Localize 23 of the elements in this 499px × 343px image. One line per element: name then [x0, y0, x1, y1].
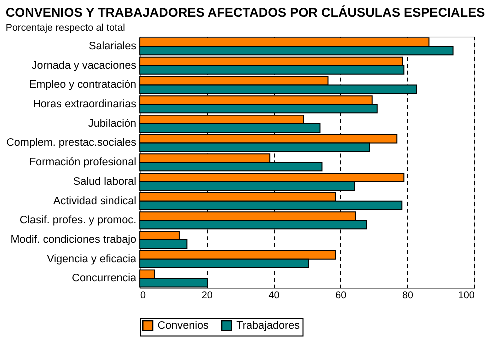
- y-tick-label: Horas extraordinarias: [33, 98, 138, 111]
- y-tick-label: Concurrencia: [72, 272, 138, 285]
- x-tick-label: 100: [458, 290, 476, 302]
- y-tick-label: Complem. prestac.sociales: [6, 137, 138, 150]
- y-tick-label: Vigencia y eficacia: [47, 253, 138, 266]
- chart-title: CONVENIOS Y TRABAJADORES AFECTADOS POR CLÁUSULAS ESPECIALES: [6, 5, 486, 20]
- chart-subtitle: Porcentaje respecto al total: [6, 22, 126, 34]
- legend-label: Convenios: [158, 320, 210, 332]
- x-tick-label: 20: [202, 290, 214, 302]
- x-tick-label: 0: [140, 290, 147, 302]
- x-tick-label: 40: [268, 290, 280, 302]
- y-tick-label: Formación profesional: [29, 156, 137, 169]
- y-tick-label: Jornada y vacaciones: [32, 60, 138, 72]
- y-tick-label: Clasif. profes. y promoc.: [20, 214, 137, 227]
- y-tick-label: Salud laboral: [73, 176, 137, 188]
- y-tick-label: Modif. condiciones trabajo: [10, 234, 137, 246]
- y-tick-label: Jubilación: [88, 118, 137, 130]
- y-tick-label: Empleo y contratación: [29, 79, 137, 92]
- y-tick-label: Salariales: [89, 40, 138, 53]
- legend-label: Trabajadores: [236, 320, 301, 332]
- y-tick-label: Actividad sindical: [54, 195, 137, 208]
- x-tick-label: 60: [336, 290, 348, 302]
- x-tick-label: 80: [402, 290, 414, 302]
